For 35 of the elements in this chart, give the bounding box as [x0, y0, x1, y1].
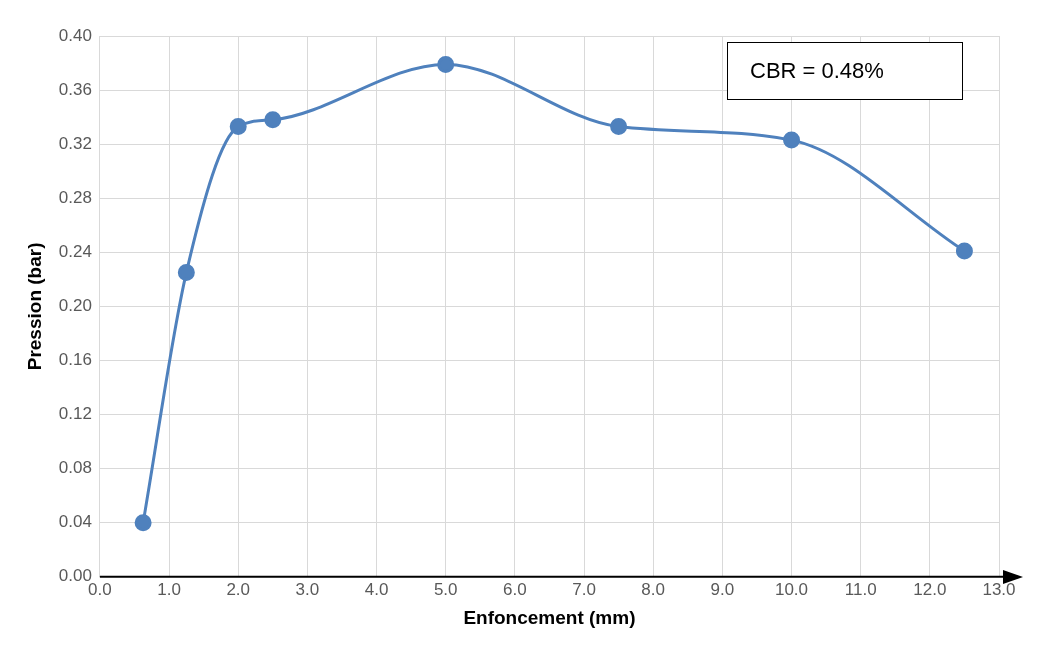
point — [783, 131, 801, 149]
y-tick-label: 0.20 — [58, 296, 92, 316]
point — [955, 242, 973, 260]
x-tick-label: 9.0 — [710, 579, 735, 599]
x-tick-label: 4.0 — [364, 579, 389, 599]
point — [610, 118, 628, 136]
x-tick-label: 5.0 — [433, 579, 458, 599]
x-tick-label: 11.0 — [844, 579, 877, 599]
x-tick-label: 13.0 — [982, 579, 1016, 599]
x-tick-label: 3.0 — [295, 579, 320, 599]
x-tick-label: 2.0 — [226, 579, 251, 599]
x-tick-label: 6.0 — [503, 579, 527, 599]
y-tick-label: 0.16 — [58, 350, 92, 370]
x-tick-label: 7.0 — [572, 579, 596, 599]
x-tick-label: 12.0 — [913, 579, 947, 599]
point — [229, 118, 247, 136]
y-tick-label: 0.08 — [58, 458, 92, 478]
annotation: CBR = 0.48% — [750, 58, 884, 83]
y-tick-label: 0.32 — [58, 133, 92, 153]
y-tick-label: 0.28 — [58, 187, 92, 207]
point — [264, 111, 282, 129]
y-axis-title: Pression (bar) — [23, 242, 45, 371]
point — [177, 264, 195, 282]
y-tick-label: 0.04 — [58, 512, 92, 532]
point — [134, 514, 152, 532]
y-tick-label: 0.24 — [58, 242, 92, 262]
x-tick-label: 10.0 — [774, 579, 809, 599]
y-tick-label: 0.40 — [58, 25, 92, 45]
y-tick-label: 0.12 — [58, 404, 92, 424]
x-tick-label: 8.0 — [641, 579, 666, 599]
x-tick-label: 1.0 — [157, 579, 181, 599]
x-axis-title: Enfoncement (mm) — [463, 606, 636, 628]
text-box: CBR = 0.48% — [727, 42, 963, 100]
y-tick-label: 0.36 — [58, 79, 92, 99]
point — [437, 55, 455, 73]
